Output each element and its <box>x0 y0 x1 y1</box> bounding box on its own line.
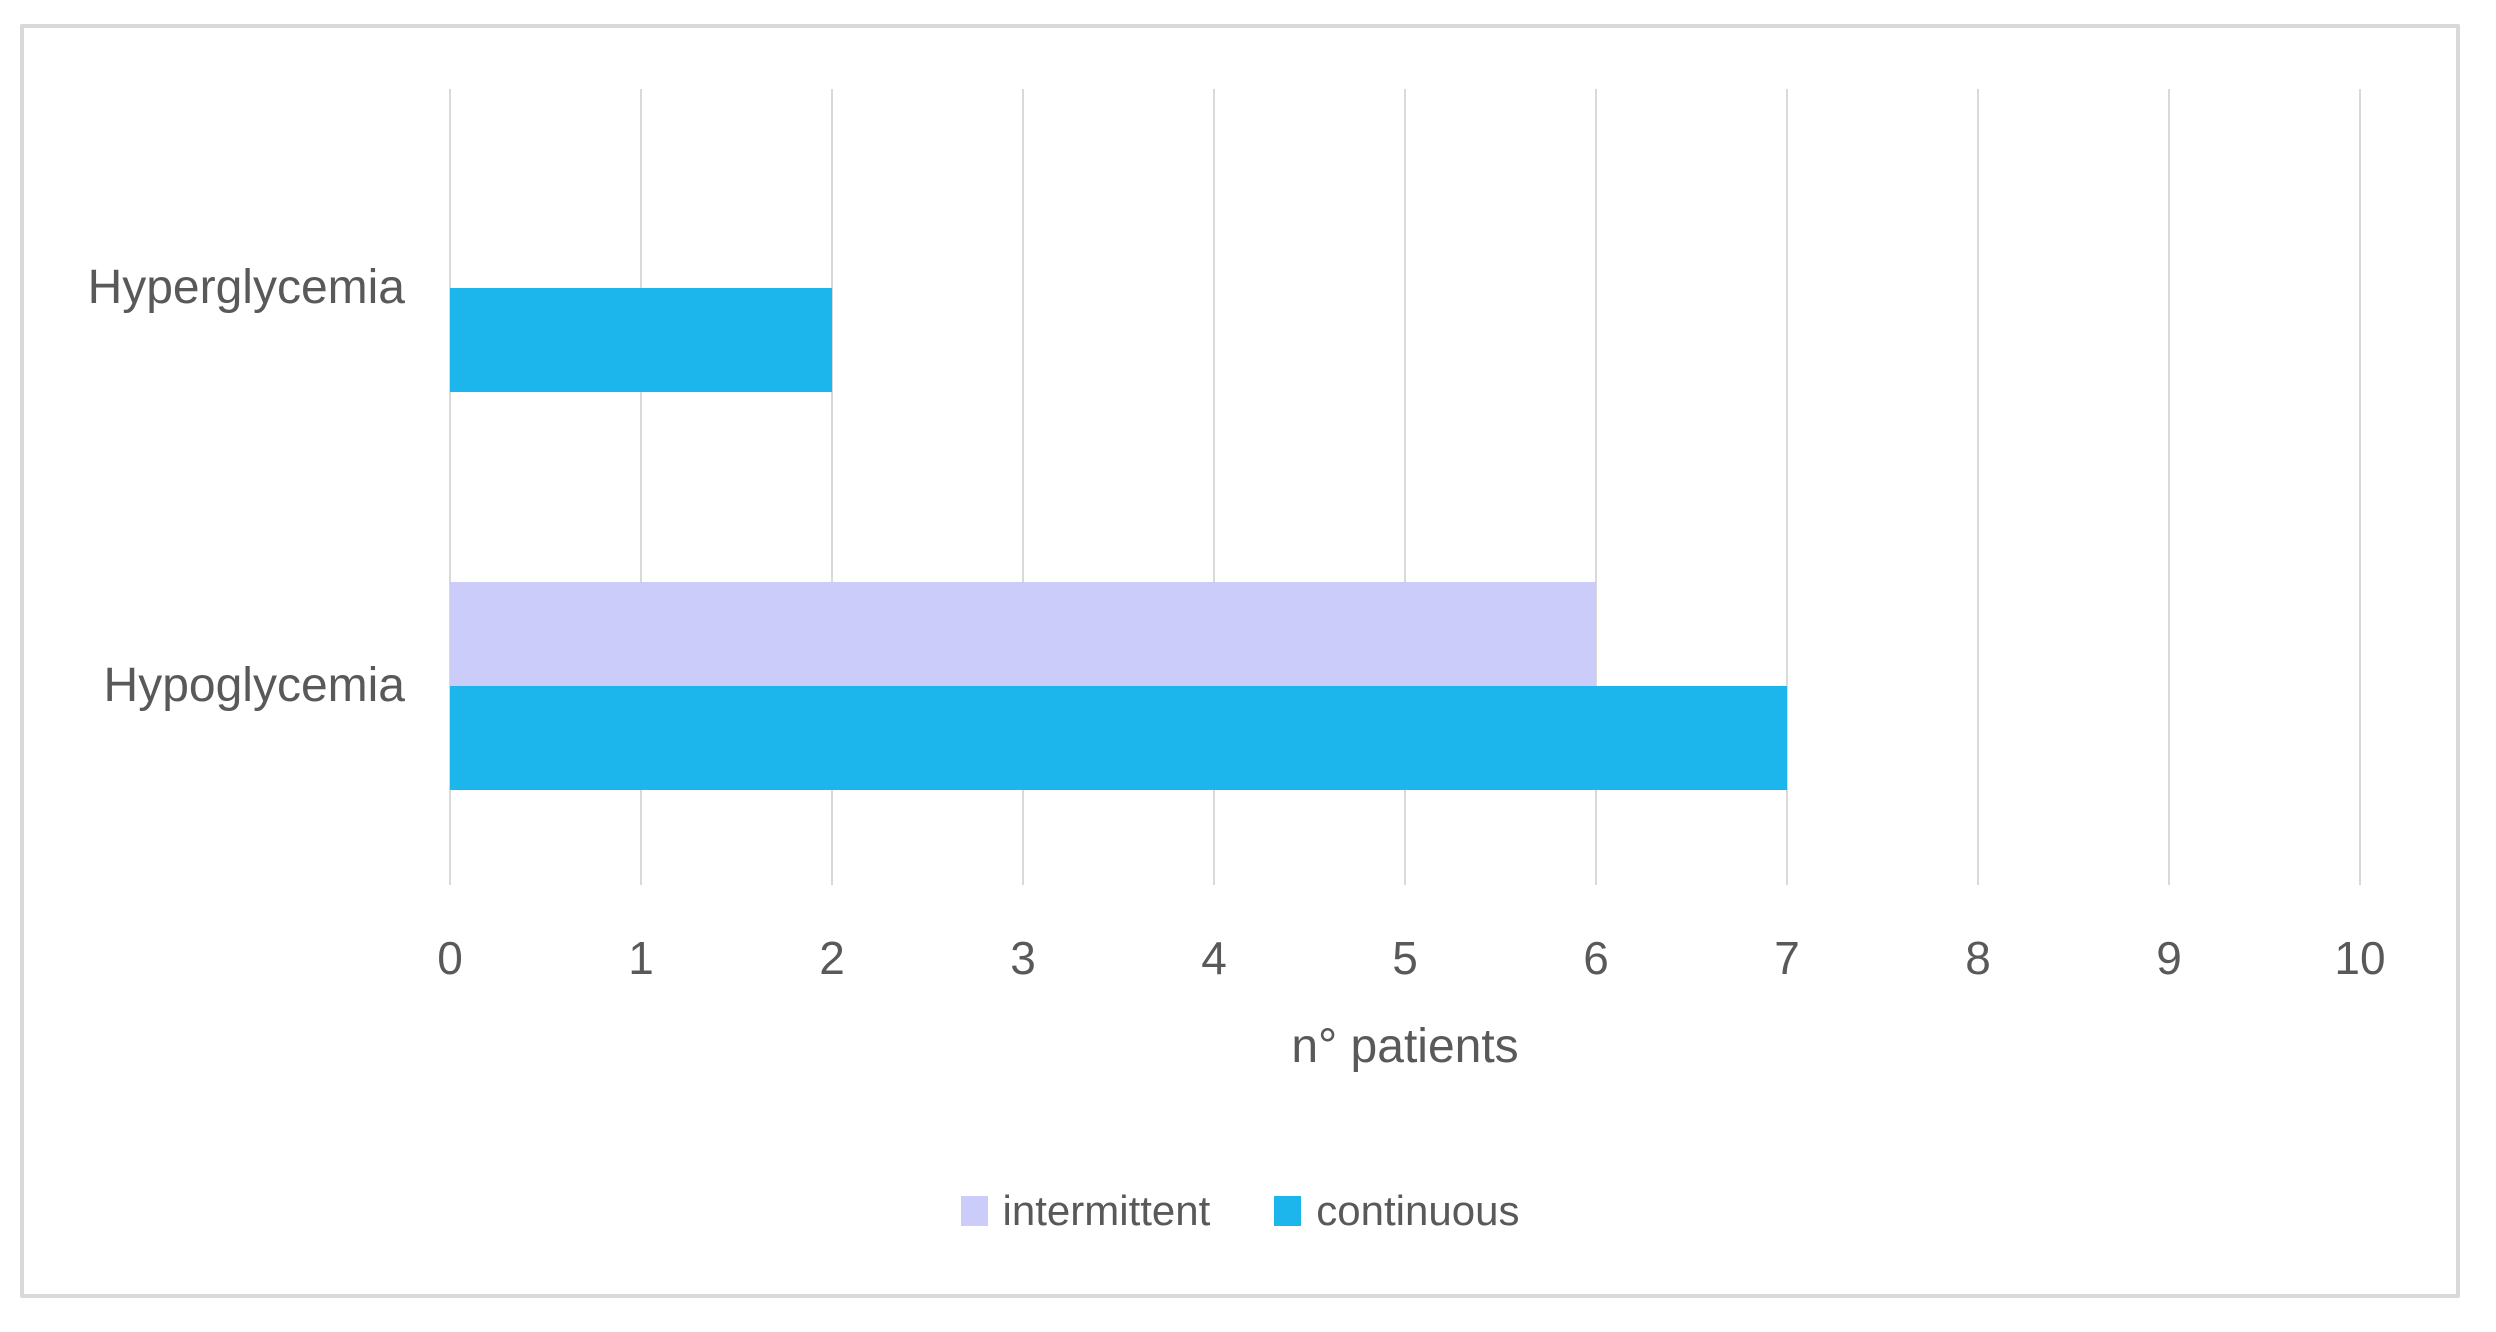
legend-item-label: intermittent <box>1002 1187 1211 1234</box>
x-tick-label-1: 1 <box>628 932 654 984</box>
gridline-x-10 <box>2359 89 2361 885</box>
bar-hypoglycemia-continuous <box>450 686 1787 790</box>
x-axis-title: n° patients <box>1291 1020 1519 1073</box>
gridline-x-2 <box>831 89 833 885</box>
bar-hyperglycemia-continuous <box>450 288 832 392</box>
x-tick-label-4: 4 <box>1201 932 1227 984</box>
gridline-x-7 <box>1786 89 1788 885</box>
legend-item-intermittent: intermittent <box>960 1187 1211 1235</box>
x-tick-label-9: 9 <box>2156 932 2182 984</box>
gridline-x-6 <box>1595 89 1597 885</box>
category-label-hyperglycemia: Hyperglycemia <box>87 261 405 314</box>
x-tick-label-10: 10 <box>2334 932 2386 984</box>
gridline-x-5 <box>1404 89 1406 885</box>
plot-area <box>449 89 2361 885</box>
x-tick-label-7: 7 <box>1774 932 1800 984</box>
x-tick-label-0: 0 <box>437 932 463 984</box>
x-tick-label-5: 5 <box>1392 932 1418 984</box>
x-tick-label-2: 2 <box>819 932 845 984</box>
legend-swatch-intermittent <box>960 1196 988 1226</box>
legend: intermittent continuous <box>20 1184 2460 1238</box>
gridline-x-9 <box>2168 89 2170 885</box>
gridline-x-1 <box>640 89 642 885</box>
legend-item-label: continuous <box>1316 1187 1520 1234</box>
x-tick-label-3: 3 <box>1010 932 1036 984</box>
bar-hypoglycemia-intermittent <box>450 582 1596 686</box>
gridline-x-4 <box>1213 89 1215 885</box>
legend-item-continuous: continuous <box>1274 1187 1519 1235</box>
x-tick-label-8: 8 <box>1965 932 1991 984</box>
gridline-x-0 <box>449 89 451 885</box>
category-label-hypoglycemia: Hypoglycemia <box>103 659 405 712</box>
gridline-x-3 <box>1022 89 1024 885</box>
x-tick-label-6: 6 <box>1583 932 1609 984</box>
legend-swatch-continuous <box>1274 1196 1302 1226</box>
gridline-x-8 <box>1977 89 1979 885</box>
